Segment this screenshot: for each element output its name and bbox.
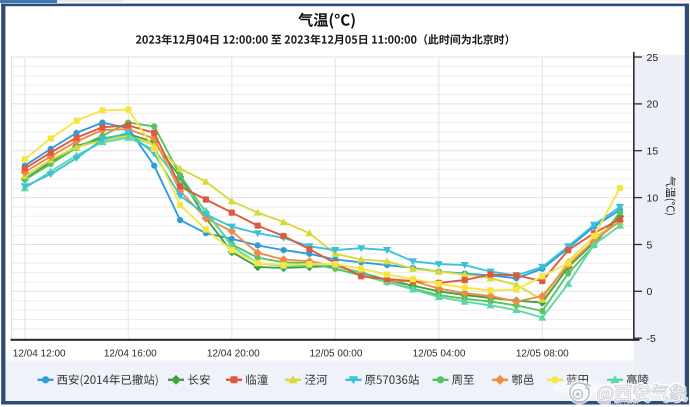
svg-text:5sCharts.cn: 5sCharts.cn xyxy=(601,400,638,407)
svg-text:25: 25 xyxy=(647,52,659,64)
svg-text:20: 20 xyxy=(647,99,659,111)
svg-text:5: 5 xyxy=(647,239,653,251)
svg-text:10: 10 xyxy=(647,192,659,204)
svg-text:12/05 04:00: 12/05 04:00 xyxy=(413,349,466,360)
svg-text:15: 15 xyxy=(647,146,659,158)
svg-text:-5: -5 xyxy=(647,333,656,345)
svg-text:0: 0 xyxy=(647,286,653,298)
svg-text:12/05 08:00: 12/05 08:00 xyxy=(516,349,569,360)
svg-text:12/05 00:00: 12/05 00:00 xyxy=(310,349,363,360)
svg-text:12/04 12:00: 12/04 12:00 xyxy=(13,349,66,360)
svg-text:12/04 20:00: 12/04 20:00 xyxy=(207,349,260,360)
svg-text:12/04 16:00: 12/04 16:00 xyxy=(104,349,157,360)
